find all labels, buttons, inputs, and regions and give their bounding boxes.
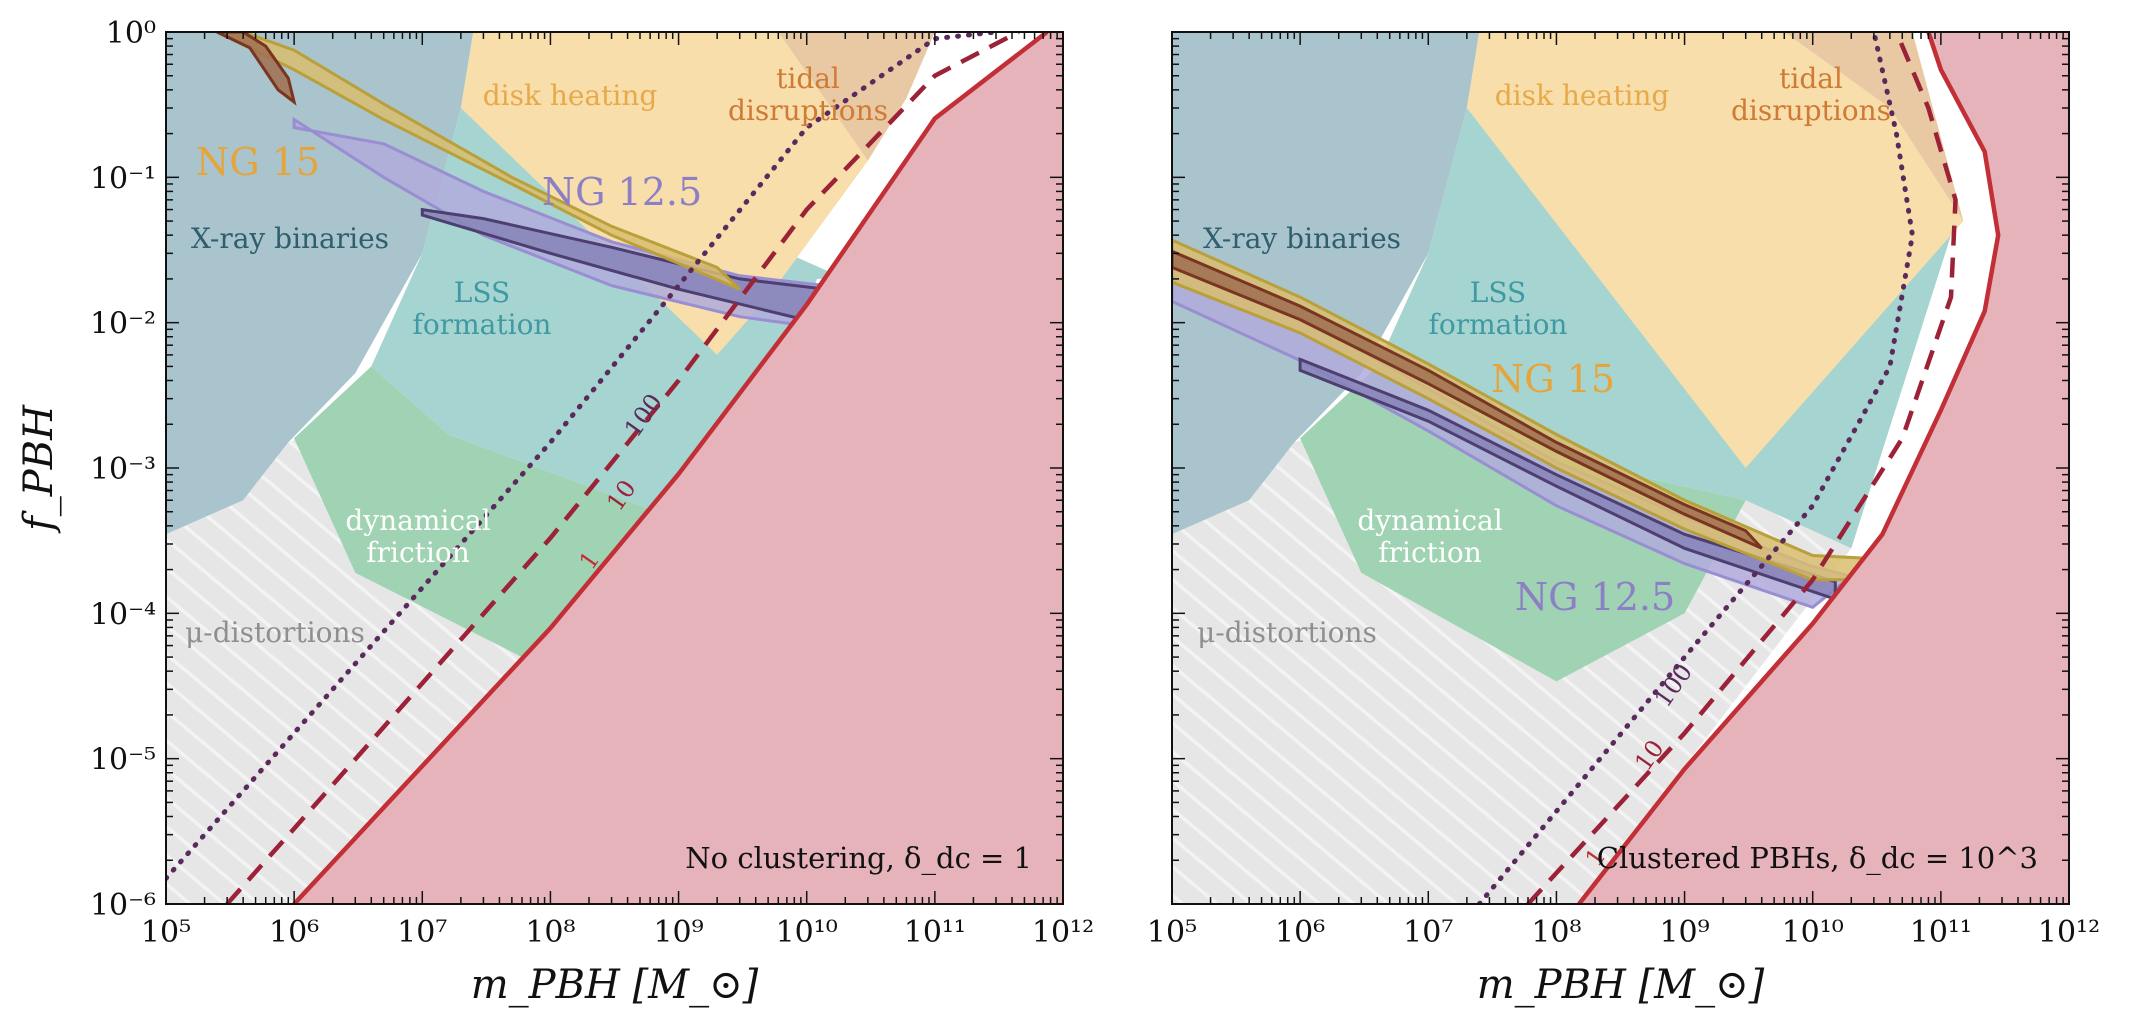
x-tick-label: 10⁷ [397, 915, 447, 950]
plot-area [1172, 32, 2069, 904]
plot-area [166, 32, 1063, 904]
y-tick-label: 10⁻³ [90, 452, 156, 487]
annotation-ng-12-5: NG 12.5 [1515, 575, 1675, 619]
x-tick-label: 10¹² [2038, 915, 2100, 950]
annotation-dynamical: dynamical [1357, 504, 1502, 537]
x-axis-label: m_PBH [M_⊙] [1477, 962, 1765, 1008]
x-tick-label: 10⁸ [525, 915, 575, 950]
x-tick-label: 10¹² [1032, 915, 1094, 950]
y-tick-label: 10⁻⁴ [90, 597, 156, 632]
x-tick-label: 10⁹ [1659, 915, 1709, 950]
line-delta-100 [1476, 32, 1915, 904]
x-tick-label: 10¹⁰ [776, 915, 838, 950]
annotation-lss: LSS [454, 276, 510, 309]
region-ng-15-inner [1172, 249, 1763, 550]
y-tick-label: 10⁻⁵ [90, 743, 156, 778]
region-ng-15 [216, 32, 741, 291]
region-dynamical-friction [1300, 366, 1746, 682]
y-tick-label: 10⁻¹ [90, 161, 156, 196]
annotation-friction: friction [1378, 536, 1481, 569]
annotation-tidal: tidal [1779, 62, 1843, 95]
x-tick-label: 10⁶ [1275, 915, 1325, 950]
x-tick-label: 10⁷ [1403, 915, 1453, 950]
y-tick-label: 10⁰ [106, 16, 156, 51]
y-tick-label: 10⁻⁶ [90, 888, 156, 923]
line-delta-10 [225, 32, 1020, 904]
y-tick-label: 10⁻² [90, 307, 156, 342]
region-ng-12-5-inner [1298, 357, 1837, 602]
panel-label: No clustering, δ_dc = 1 [685, 841, 1032, 876]
y-axis-label: f_PBH [16, 404, 62, 534]
region-excluded-dc-1 [294, 32, 1063, 904]
annotation-ng-15: NG 15 [1491, 357, 1615, 401]
x-tick-label: 10¹¹ [904, 915, 966, 950]
x-axis-label: m_PBH [M_⊙] [471, 962, 759, 1008]
x-tick-label: 10¹⁰ [1782, 915, 1844, 950]
region-tidal-disruptions [778, 32, 935, 161]
region-ng-15-inner [216, 32, 297, 106]
line-delta-1 [1577, 32, 2001, 904]
annotation-ng-12-5: NG 12.5 [542, 170, 702, 214]
line-delta-100 [166, 32, 999, 881]
line-delta-10 [1526, 32, 1958, 904]
x-tick-label: 10⁶ [269, 915, 319, 950]
annotation-disruptions: disruptions [1731, 94, 1891, 127]
x-tick-label: 10¹¹ [1910, 915, 1972, 950]
annotation-tidal: tidal [776, 62, 840, 95]
ticks [1171, 31, 2070, 905]
annotation-ng-15: NG 15 [196, 140, 320, 184]
annotation-x-ray-binaries: X-ray binaries [191, 222, 389, 255]
x-tick-label: 10⁹ [653, 915, 703, 950]
x-tick-label: 10⁵ [1147, 915, 1197, 950]
region-excluded-dc-10-3 [1579, 32, 2069, 904]
annotation-disk-heating: disk heating [1495, 79, 1670, 112]
annotation-friction: friction [366, 536, 469, 569]
annotation-x-ray-binaries: X-ray binaries [1203, 222, 1401, 255]
region-ng-12-5-inner [420, 207, 862, 325]
annotation-formation: formation [1429, 308, 1568, 341]
annotation-lss: LSS [1470, 276, 1526, 309]
annotation-distortions: μ-distortions [185, 616, 365, 649]
ticks [165, 31, 1064, 905]
region-disk-heating [460, 32, 868, 355]
annotation-disruptions: disruptions [728, 94, 888, 127]
line-delta-1 [292, 32, 1049, 904]
panel-label: Clustered PBHs, δ_dc = 10^3 [1597, 841, 2038, 876]
annotation-formation: formation [413, 308, 552, 341]
x-tick-label: 10⁸ [1531, 915, 1581, 950]
annotation-dynamical: dynamical [345, 504, 490, 537]
x-tick-label: 10⁵ [141, 915, 191, 950]
annotation-distortions: μ-distortions [1197, 616, 1377, 649]
region-x-ray-binaries [1172, 32, 1480, 535]
annotation-disk-heating: disk heating [483, 79, 658, 112]
region-disk-heating [1466, 32, 1964, 468]
